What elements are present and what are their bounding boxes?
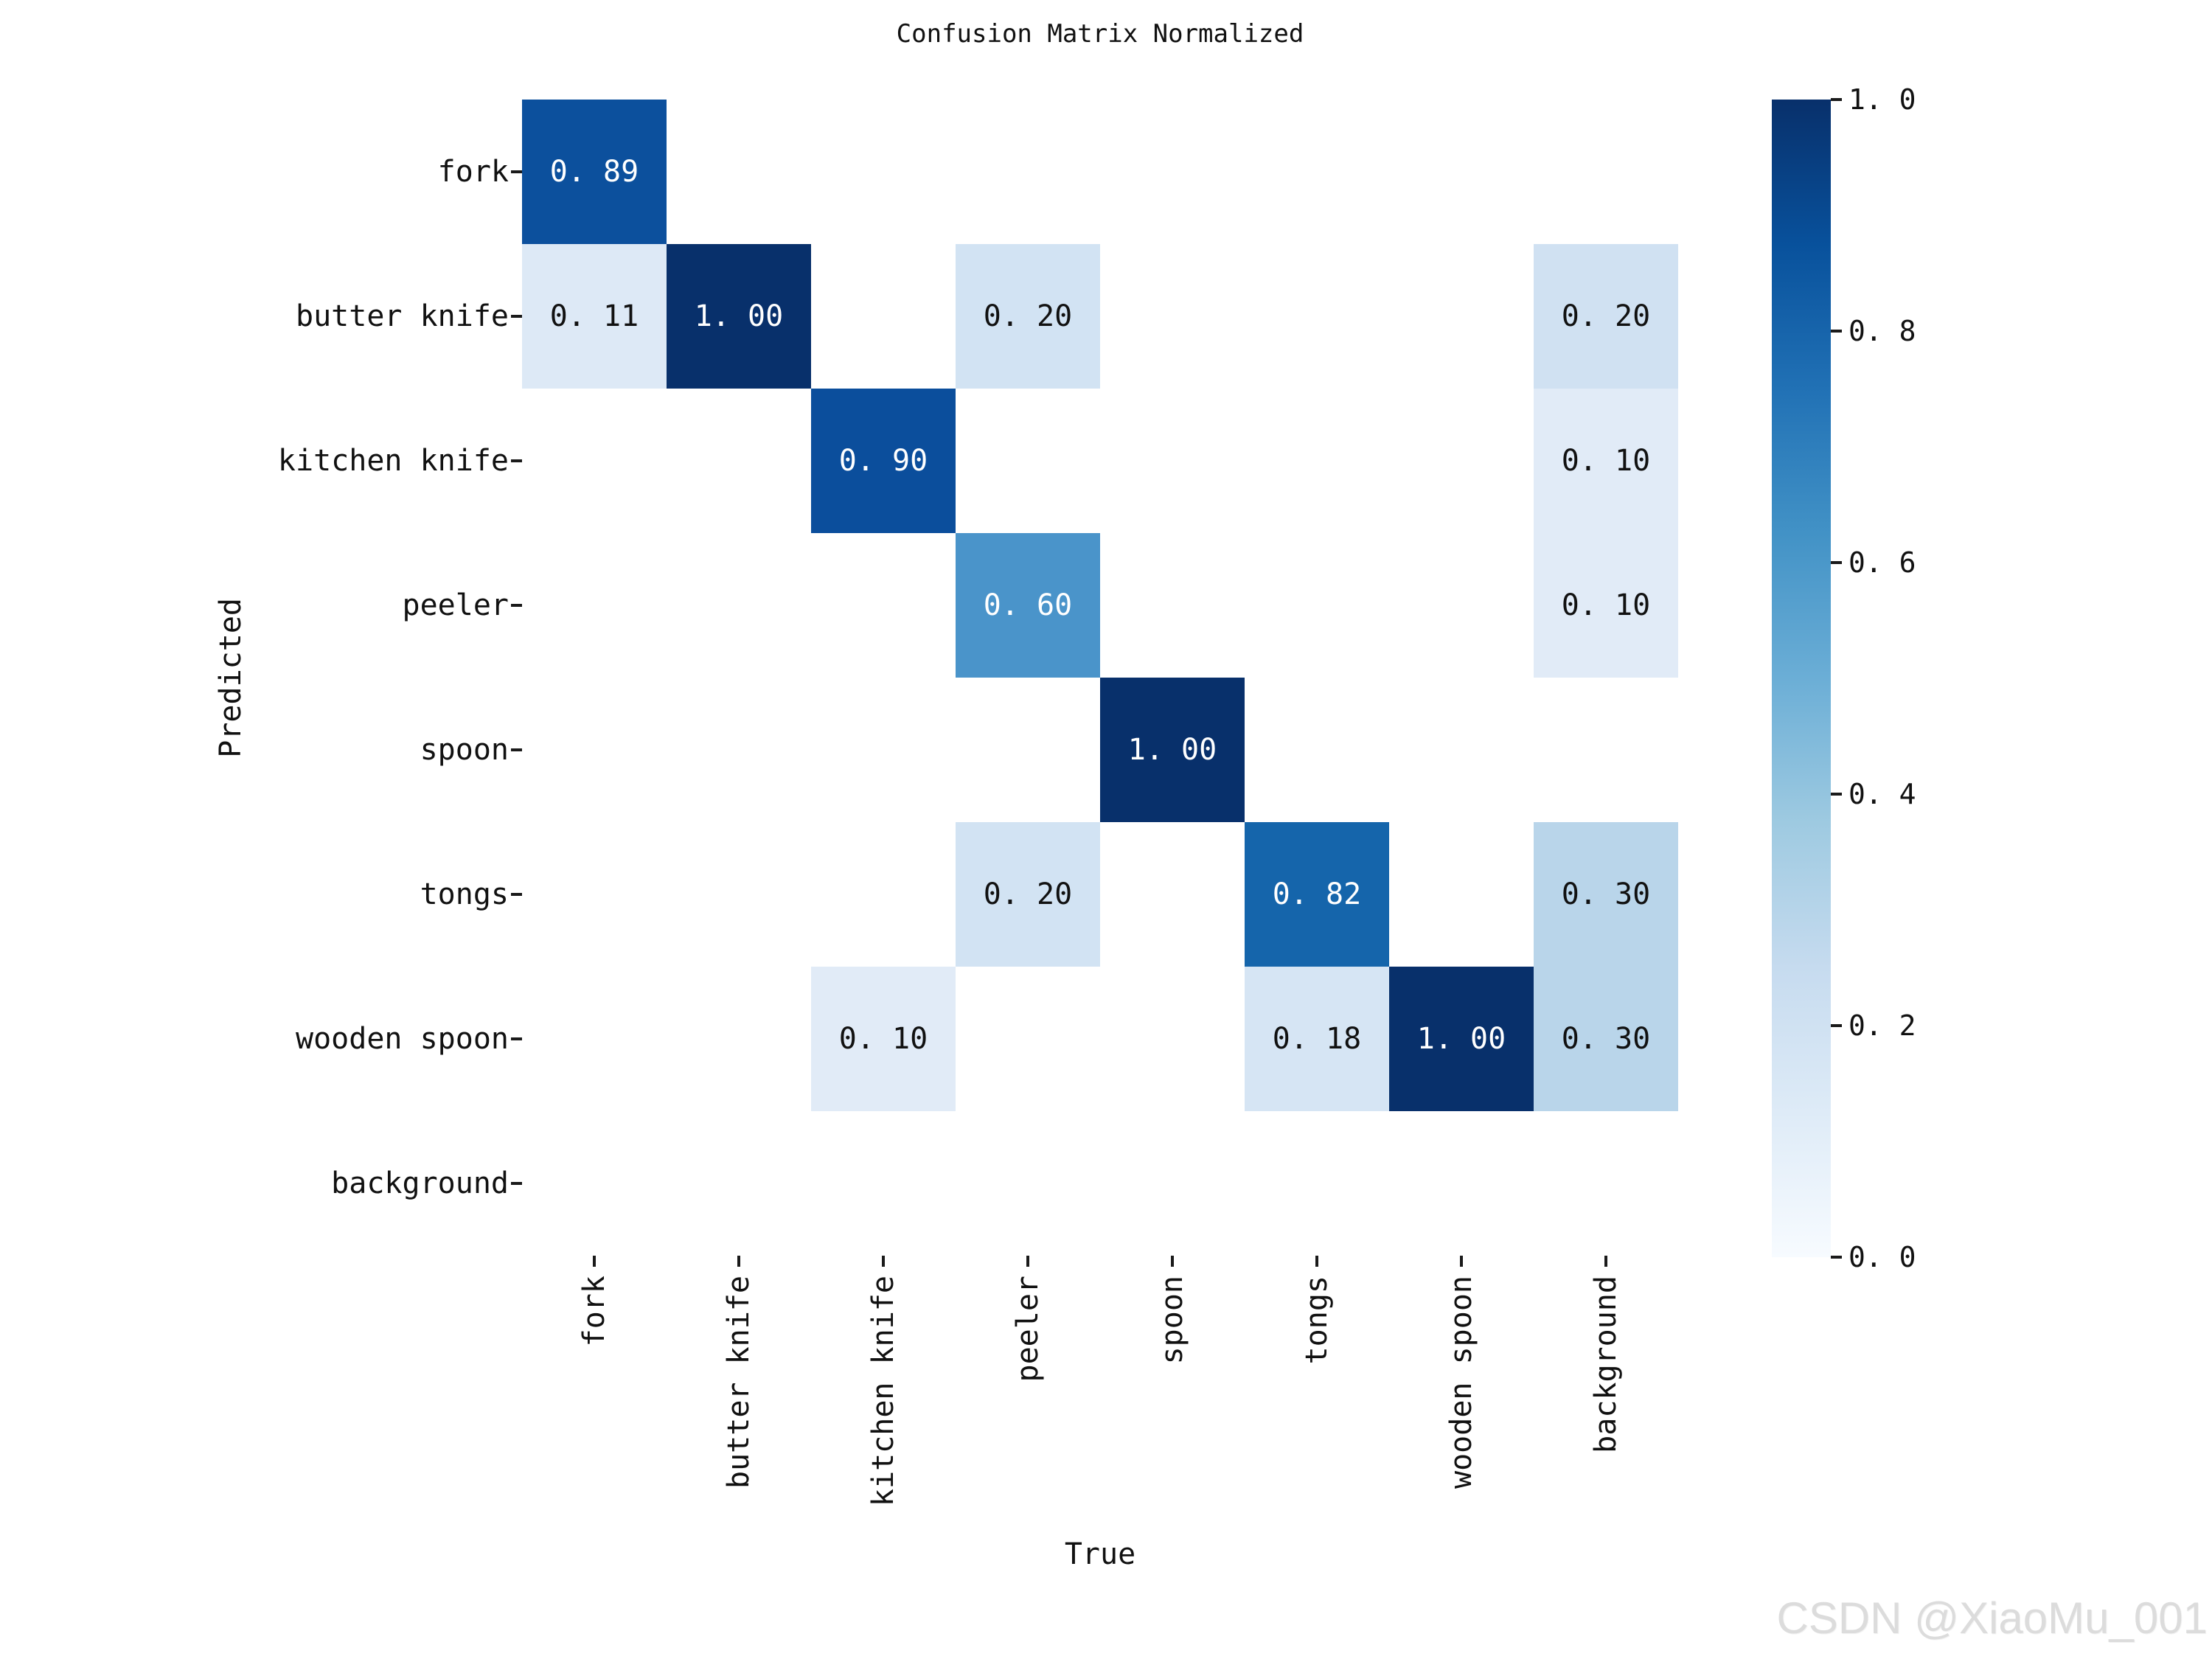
chart-title: Confusion Matrix Normalized: [896, 19, 1304, 49]
y-tick-mark: [511, 1037, 522, 1040]
y-tick-label: peeler: [402, 588, 509, 622]
heatmap-cell: 0. 90: [811, 389, 956, 533]
colorbar-tick-mark: [1831, 793, 1842, 796]
heatmap-cell: 0. 10: [1534, 533, 1678, 678]
colorbar-tick-mark: [1831, 1024, 1842, 1027]
colorbar-tick-label: 0. 0: [1848, 1241, 1916, 1273]
colorbar-tick-mark: [1831, 561, 1842, 564]
y-tick-label: fork: [437, 155, 509, 189]
x-tick-label: tongs: [1300, 1276, 1334, 1365]
colorbar-tick-label: 1. 0: [1848, 83, 1916, 116]
watermark: CSDN @XiaoMu_001: [1776, 1593, 2208, 1643]
x-tick-mark: [1315, 1256, 1318, 1267]
heatmap-cell: 0. 60: [956, 533, 1100, 678]
colorbar-tick-mark: [1831, 1256, 1842, 1259]
x-axis-title: True: [1064, 1537, 1136, 1571]
y-tick-mark: [511, 459, 522, 462]
heatmap-cell: 0. 20: [956, 822, 1100, 967]
x-tick-mark: [593, 1256, 596, 1267]
y-tick-mark: [511, 748, 522, 751]
x-tick-label: spoon: [1155, 1276, 1189, 1365]
x-tick-mark: [882, 1256, 885, 1267]
heatmap-cell: 0. 89: [522, 100, 667, 244]
x-tick-mark: [1460, 1256, 1463, 1267]
y-tick-label: butter knife: [296, 299, 509, 333]
x-tick-mark: [1171, 1256, 1174, 1267]
colorbar-tick-label: 0. 4: [1848, 778, 1916, 810]
colorbar-tick-mark: [1831, 330, 1842, 333]
y-tick-label: kitchen knife: [277, 444, 509, 478]
heatmap-cell: 1. 00: [1389, 967, 1534, 1111]
y-tick-mark: [511, 893, 522, 896]
y-tick-mark: [511, 315, 522, 318]
x-tick-label: wooden spoon: [1444, 1276, 1478, 1489]
x-tick-mark: [737, 1256, 740, 1267]
colorbar-tick-label: 0. 8: [1848, 315, 1916, 347]
x-tick-label: background: [1589, 1276, 1623, 1453]
y-axis-title-wrap: Predicted: [205, 100, 257, 1256]
colorbar-tick-label: 0. 6: [1848, 546, 1916, 579]
y-tick-mark: [511, 1182, 522, 1185]
heatmap-cell: 0. 30: [1534, 967, 1678, 1111]
x-tick-label: butter knife: [722, 1276, 756, 1489]
x-tick-label: peeler: [1011, 1276, 1045, 1382]
heatmap-cell: 0. 18: [1245, 967, 1389, 1111]
y-tick-label: background: [331, 1166, 509, 1200]
heatmap-cell: 0. 20: [1534, 244, 1678, 389]
colorbar-tick-mark: [1831, 98, 1842, 101]
y-axis-title: Predicted: [214, 597, 248, 758]
heatmap-cell: 1. 00: [1100, 678, 1245, 822]
y-tick-mark: [511, 170, 522, 173]
x-tick-label: kitchen knife: [866, 1276, 900, 1507]
x-tick-label: fork: [577, 1276, 611, 1347]
y-tick-label: wooden spoon: [296, 1022, 509, 1056]
heatmap-cell: 0. 30: [1534, 822, 1678, 967]
heatmap-cell: 0. 82: [1245, 822, 1389, 967]
heatmap-cell: 0. 20: [956, 244, 1100, 389]
colorbar-tick-label: 0. 2: [1848, 1009, 1916, 1042]
heatmap-cell: 0. 11: [522, 244, 667, 389]
heatmap-cell: 1. 00: [667, 244, 811, 389]
x-tick-mark: [1604, 1256, 1607, 1267]
y-tick-label: spoon: [420, 733, 509, 767]
y-tick-mark: [511, 604, 522, 607]
heatmap-cell: 0. 10: [811, 967, 956, 1111]
x-tick-mark: [1026, 1256, 1029, 1267]
heatmap-cell: 0. 10: [1534, 389, 1678, 533]
y-tick-label: tongs: [420, 877, 509, 911]
colorbar-gradient: [1772, 100, 1831, 1257]
